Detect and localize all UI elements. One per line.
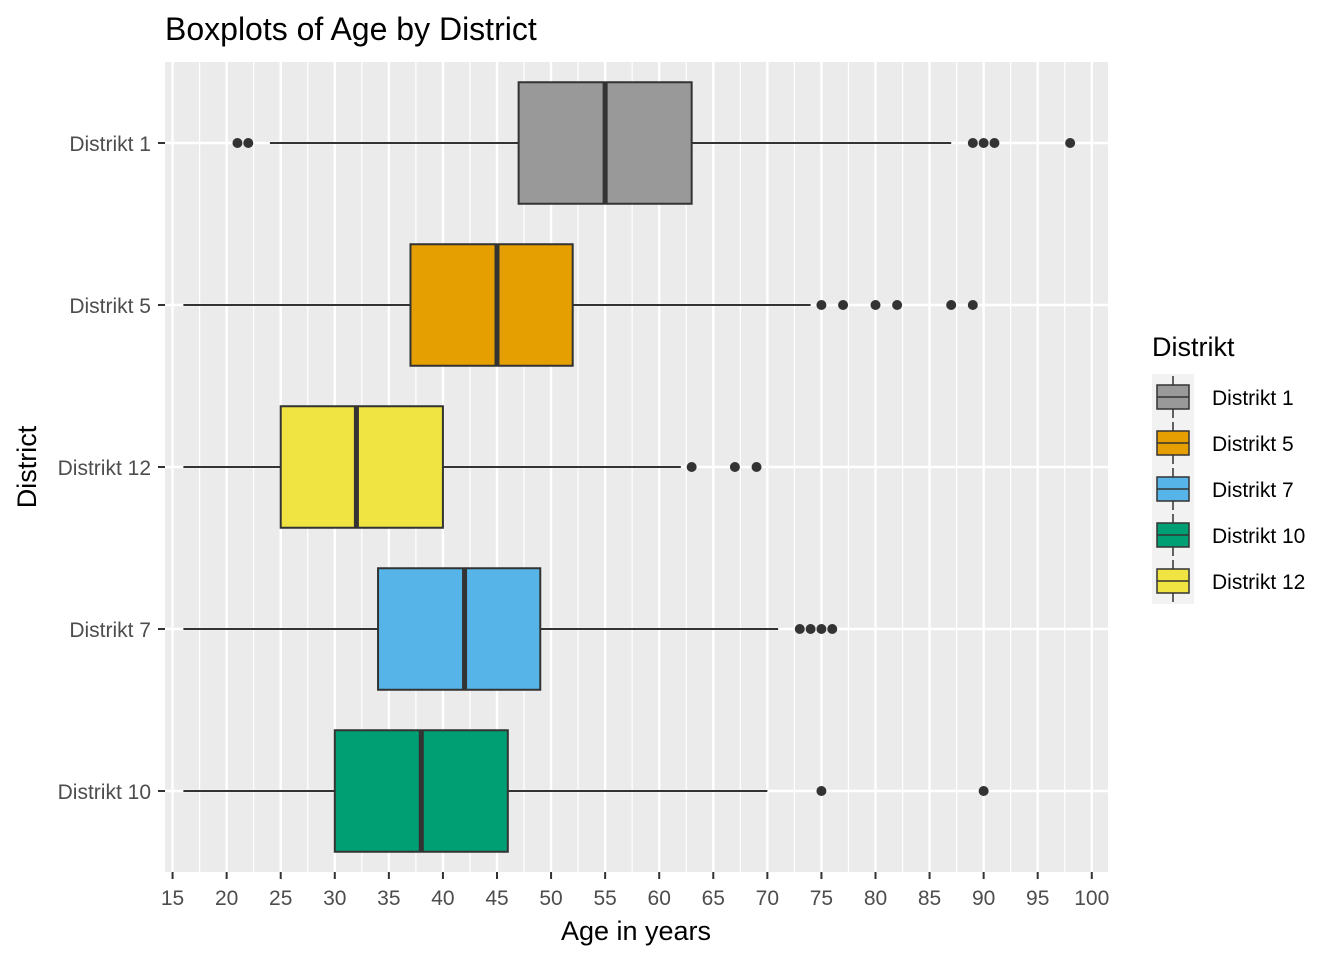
x-tick-label: 15 (161, 887, 184, 910)
outlier-point (989, 138, 1000, 148)
outlier-point (816, 300, 827, 310)
box-distrikt-5 (183, 243, 978, 367)
outlier-point (827, 624, 838, 634)
outlier-point (686, 462, 697, 472)
y-tick-label: Distrikt 12 (58, 457, 151, 480)
outlier-point (1065, 138, 1076, 148)
legend: Distrikt Distrikt 1 Distrikt 5 Distrikt 7 D… (1152, 332, 1305, 604)
outlier-point (232, 138, 243, 148)
y-axis: Distrikt 1 Distrikt 5 Distrikt 12 Distrikt … (58, 133, 165, 804)
outlier-point (816, 624, 827, 634)
outlier-point (729, 462, 740, 472)
outlier-point (870, 300, 881, 310)
outlier-point (838, 300, 849, 310)
x-tick-label: 65 (702, 887, 725, 910)
x-tick-label: 70 (756, 887, 779, 910)
x-tick-label: 50 (539, 887, 562, 910)
chart-title: Boxplots of Age by District (165, 11, 537, 47)
legend-item: Distrikt 7 (1156, 468, 1294, 510)
x-tick-label: 75 (810, 887, 833, 910)
legend-label: Distrikt 5 (1212, 433, 1294, 456)
outlier-point (978, 786, 989, 796)
x-tick-label: 20 (215, 887, 238, 910)
legend-item: Distrikt 1 (1156, 376, 1294, 418)
x-tick-label: 25 (269, 887, 292, 910)
legend-item: Distrikt 12 (1156, 560, 1305, 602)
box-iqr (409, 243, 574, 367)
box-distrikt-12 (183, 405, 762, 529)
x-tick-label: 85 (918, 887, 941, 910)
legend-label: Distrikt 10 (1212, 525, 1305, 548)
legend-item: Distrikt 10 (1156, 514, 1305, 556)
x-tick-label: 40 (431, 887, 454, 910)
outlier-point (967, 300, 978, 310)
outlier-point (892, 300, 903, 310)
x-tick-label: 55 (593, 887, 616, 910)
x-tick-label: 35 (377, 887, 400, 910)
outlier-point (794, 624, 805, 634)
y-axis-title: District (12, 425, 42, 508)
boxes (183, 81, 1076, 853)
x-tick-label: 45 (485, 887, 508, 910)
outlier-point (946, 300, 957, 310)
box-distrikt-10 (183, 729, 989, 853)
x-axis: 15 20 25 30 35 40 45 50 55 60 65 70 75 80 85 90 95 100 (161, 872, 1109, 910)
y-tick-label: Distrikt 5 (69, 295, 151, 318)
outlier-point (243, 138, 254, 148)
y-tick-label: Distrikt 1 (69, 133, 151, 156)
legend-item: Distrikt 5 (1156, 422, 1294, 464)
x-tick-label: 60 (648, 887, 671, 910)
x-tick-label: 30 (323, 887, 346, 910)
outlier-point (978, 138, 989, 148)
x-tick-label: 80 (864, 887, 887, 910)
box-distrikt-7 (183, 567, 838, 691)
box-iqr (377, 567, 542, 691)
outlier-point (805, 624, 816, 634)
legend-label: Distrikt 1 (1212, 387, 1294, 410)
box-distrikt-1 (232, 81, 1076, 205)
x-tick-label: 95 (1026, 887, 1049, 910)
x-axis-title: Age in years (561, 916, 711, 946)
outlier-point (967, 138, 978, 148)
box-iqr (279, 405, 444, 529)
legend-label: Distrikt 12 (1212, 571, 1305, 594)
y-tick-label: Distrikt 7 (69, 619, 151, 642)
legend-label: Distrikt 7 (1212, 479, 1294, 502)
legend-title: Distrikt (1152, 332, 1235, 362)
y-tick-label: Distrikt 10 (58, 781, 151, 804)
x-tick-label: 100 (1074, 887, 1109, 910)
x-tick-label: 90 (972, 887, 995, 910)
outlier-point (816, 786, 827, 796)
outlier-point (751, 462, 762, 472)
